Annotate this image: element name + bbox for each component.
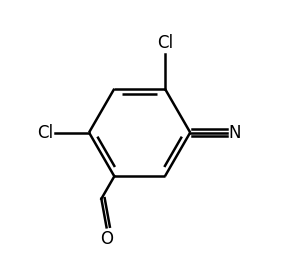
Text: N: N — [228, 123, 241, 142]
Text: Cl: Cl — [157, 34, 173, 52]
Text: Cl: Cl — [38, 123, 54, 142]
Text: O: O — [100, 231, 113, 248]
